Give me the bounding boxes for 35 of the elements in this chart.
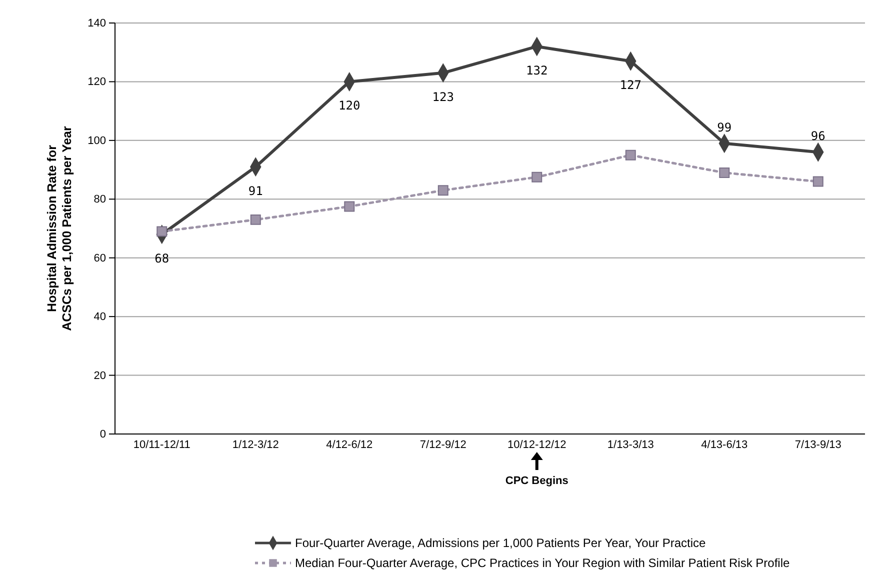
text: CPC Begins (505, 475, 568, 487)
y-tick-label: 40 (94, 311, 106, 324)
y-tick-label: 80 (94, 194, 106, 206)
data-label: 68 (154, 251, 170, 266)
point (532, 172, 542, 182)
data-label: 132 (526, 63, 548, 78)
x-tick-label: 7/13-9/13 (794, 438, 842, 451)
y-axis-title: Hospital Admission Rate for ACSCs per 1,000 Patients per Year (45, 126, 74, 331)
data-label: 127 (620, 78, 642, 92)
y-tick-label: 0 (100, 428, 106, 441)
x-tick-label: 4/13-6/13 (701, 438, 748, 451)
point (625, 150, 636, 160)
y-tick-label: 120 (88, 76, 106, 88)
x-tick-label: 1/12-3/12 (232, 438, 279, 451)
y-tick-label: 60 (94, 252, 106, 264)
data-label: 99 (717, 120, 732, 134)
legend-label: Four-Quarter Average, Admissions per 1,000 Patients Per Year, Your Practice (295, 536, 706, 550)
data-label: 91 (248, 184, 263, 198)
legend-label: Median Four-Quarter Average, CPC Practices in Your Region with Similar Patient Risk Profile (295, 556, 790, 570)
point (344, 201, 355, 212)
point (719, 167, 730, 178)
x-tick-label: 10/12-12/12 (508, 438, 566, 451)
x-tick-label: 4/12-6/12 (326, 438, 373, 451)
data-label: 96 (810, 129, 826, 144)
point (812, 176, 824, 187)
data-label: 120 (338, 98, 360, 113)
y-tick-label: 20 (94, 370, 106, 382)
x-tick-label: 1/13-3/13 (607, 438, 654, 451)
y-tick-label: 140 (88, 18, 106, 30)
data-label: 123 (432, 90, 454, 104)
x-tick-label: 10/11-12/11 (133, 438, 190, 451)
y-tick-label: 100 (88, 134, 106, 147)
point (250, 214, 261, 225)
x-tick-label: 7/12-9/12 (420, 438, 466, 451)
point (438, 185, 448, 196)
